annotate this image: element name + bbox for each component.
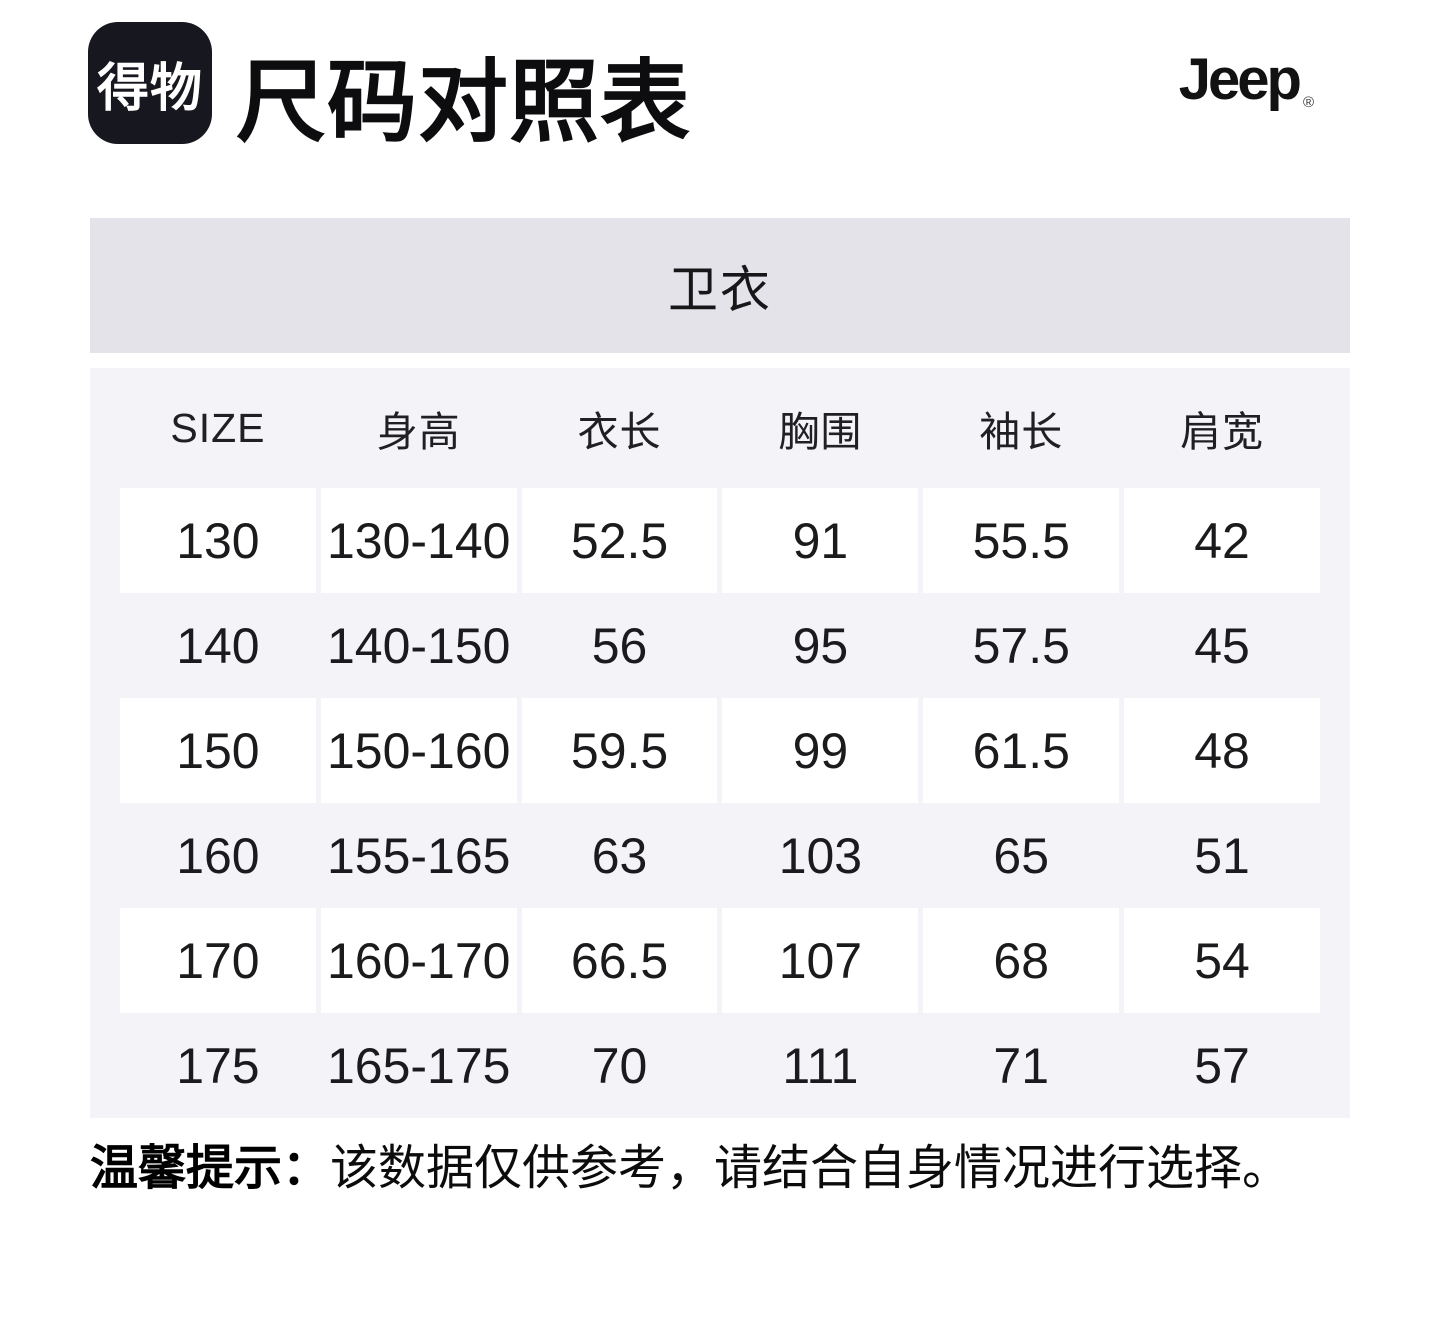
table-cell: 55.5 (923, 488, 1120, 593)
table-cell: 160-170 (320, 908, 517, 1013)
table-row: 160 155-165 63 103 65 51 (120, 803, 1320, 908)
table-cell: 107 (722, 908, 919, 1013)
registered-trademark-icon: ® (1302, 94, 1314, 111)
table-cell: 54 (1124, 908, 1320, 1013)
table-row: 140 140-150 56 95 57.5 45 (120, 593, 1320, 698)
table-cell: 95 (792, 617, 849, 674)
size-table: SIZE 身高 衣长 胸围 袖长 肩宽 130 130-140 52.5 91 … (90, 368, 1350, 1118)
table-cell: 111 (782, 1037, 859, 1094)
table-cell: 99 (722, 698, 919, 803)
jeep-brand-logo: Jeep ® (1178, 46, 1314, 113)
table-cell: 63 (591, 827, 648, 884)
table-cell: 170 (120, 908, 316, 1013)
table-cell: 42 (1124, 488, 1320, 593)
disclaimer-text: 该数据仅供参考，请结合自身情况进行选择。 (330, 1142, 1291, 1195)
page-title: 尺码对照表 (236, 53, 691, 153)
dewu-logo-text: 得物 (96, 59, 203, 118)
table-cell: 130 (120, 488, 316, 593)
category-label: 卫衣 (668, 261, 772, 318)
jeep-brand-text: Jeep (1178, 47, 1302, 112)
table-cell: 59.5 (521, 698, 718, 803)
table-cell: 130-140 (320, 488, 517, 593)
disclaimer-label: 温馨提示： (90, 1142, 331, 1195)
table-cell: 103 (778, 827, 863, 884)
dewu-app-logo: 得物 (88, 22, 212, 144)
table-cell: 65 (993, 827, 1050, 884)
table-cell: 160 (176, 827, 260, 884)
table-cell: 70 (591, 1037, 648, 1094)
table-row: 175 165-175 70 111 71 57 (120, 1013, 1320, 1118)
table-cell: 150 (120, 698, 316, 803)
table-cell: 155-165 (326, 827, 511, 884)
table-cell: 57 (1194, 1037, 1250, 1094)
column-header-size: SIZE (170, 404, 266, 451)
column-header-chest: 胸围 (778, 409, 863, 455)
table-cell: 165-175 (326, 1037, 511, 1094)
table-row: 170 160-170 66.5 107 68 54 (120, 908, 1320, 1013)
table-cell: 66.5 (521, 908, 718, 1013)
table-cell: 150-160 (320, 698, 517, 803)
table-header-row: SIZE 身高 衣长 胸围 袖长 肩宽 (120, 368, 1320, 488)
table-cell: 91 (722, 488, 919, 593)
table-cell: 48 (1124, 698, 1320, 803)
table-cell: 51 (1194, 827, 1250, 884)
column-header-height: 身高 (376, 409, 461, 455)
table-cell: 45 (1194, 617, 1250, 674)
disclaimer-note: 温馨提示：该数据仅供参考，请结合自身情况进行选择。 (90, 1138, 1290, 1200)
table-row: 130 130-140 52.5 91 55.5 42 (120, 488, 1320, 593)
table-cell: 61.5 (923, 698, 1120, 803)
column-header-length: 衣长 (577, 409, 662, 455)
table-cell: 71 (993, 1037, 1050, 1094)
table-cell: 52.5 (521, 488, 718, 593)
column-header-shoulder: 肩宽 (1180, 409, 1265, 455)
table-row: 150 150-160 59.5 99 61.5 48 (120, 698, 1320, 803)
table-cell: 68 (923, 908, 1120, 1013)
table-cell: 56 (591, 617, 648, 674)
table-cell: 140-150 (326, 617, 511, 674)
table-cell: 57.5 (972, 617, 1070, 674)
column-header-sleeve: 袖长 (979, 409, 1064, 455)
category-header: 卫衣 (90, 218, 1350, 353)
table-cell: 175 (176, 1037, 260, 1094)
table-cell: 140 (176, 617, 260, 674)
